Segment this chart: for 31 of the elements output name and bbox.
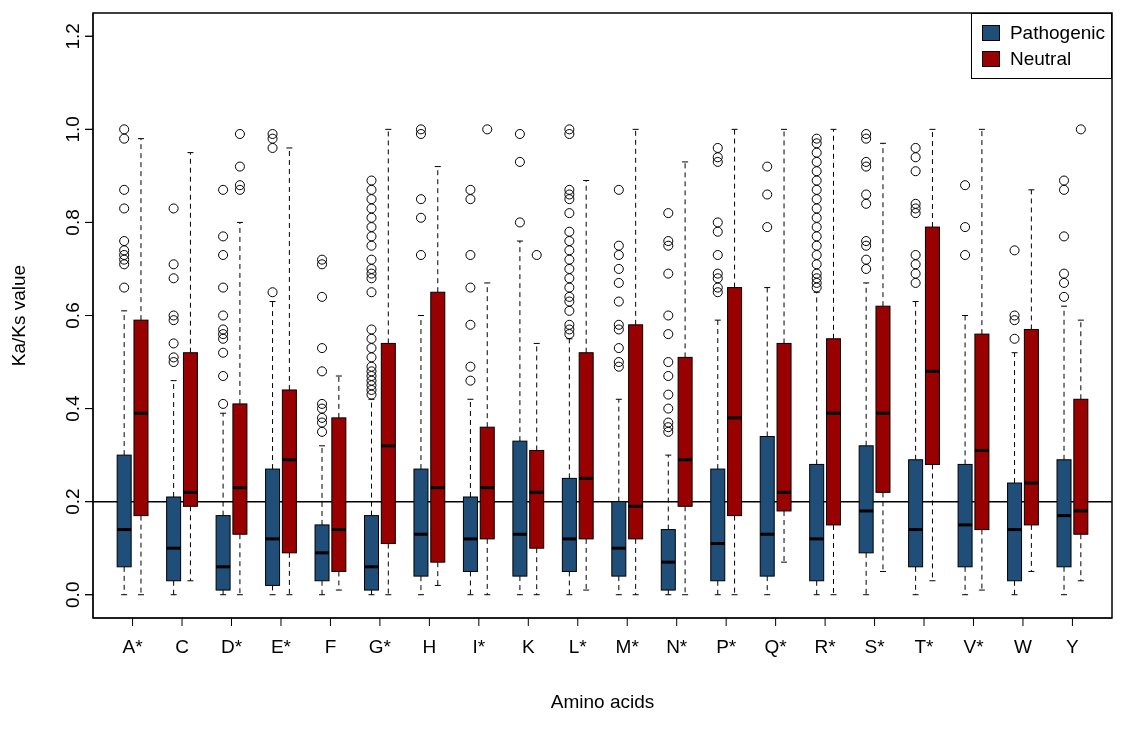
y-tick-label: 0.0 [62, 581, 83, 608]
x-tick-label: H [422, 636, 437, 658]
x-tick-label: T* [914, 636, 935, 658]
x-tick-label: N* [666, 636, 688, 658]
y-tick-label: 0.4 [62, 394, 83, 422]
x-tick-label: R* [814, 636, 837, 658]
x-tick-label: I* [472, 636, 486, 658]
x-tick-label: G* [368, 636, 392, 658]
x-tick-label: Y [1066, 636, 1080, 658]
y-tick-label: 1.2 [62, 23, 83, 50]
x-tick-label: S* [864, 636, 886, 658]
x-tick-label: W [1013, 636, 1032, 658]
x-tick-label: E* [270, 636, 292, 658]
x-tick-label: K [521, 636, 535, 658]
legend-label: Pathogenic [1009, 21, 1105, 45]
y-tick-label: 0.8 [62, 209, 83, 236]
x-tick-label: F [324, 636, 337, 658]
x-tick-label: L* [568, 636, 588, 658]
x-tick-label: Q* [764, 636, 788, 658]
legend-label: Neutral [1009, 47, 1072, 71]
x-tick-label: M* [615, 636, 640, 658]
x-tick-label: D* [220, 636, 243, 658]
x-axis-title: Amino acids [550, 691, 655, 712]
x-tick-label: A* [122, 636, 144, 658]
x-tick-label: P* [716, 636, 737, 658]
x-tick-label: C [175, 636, 189, 658]
y-tick-label: 1.0 [62, 116, 83, 143]
y-tick-label: 0.6 [62, 302, 83, 329]
y-tick-label: 0.2 [62, 488, 83, 515]
x-tick-label: V* [963, 636, 985, 658]
y-axis-title: Ka/Ks value [7, 264, 29, 367]
